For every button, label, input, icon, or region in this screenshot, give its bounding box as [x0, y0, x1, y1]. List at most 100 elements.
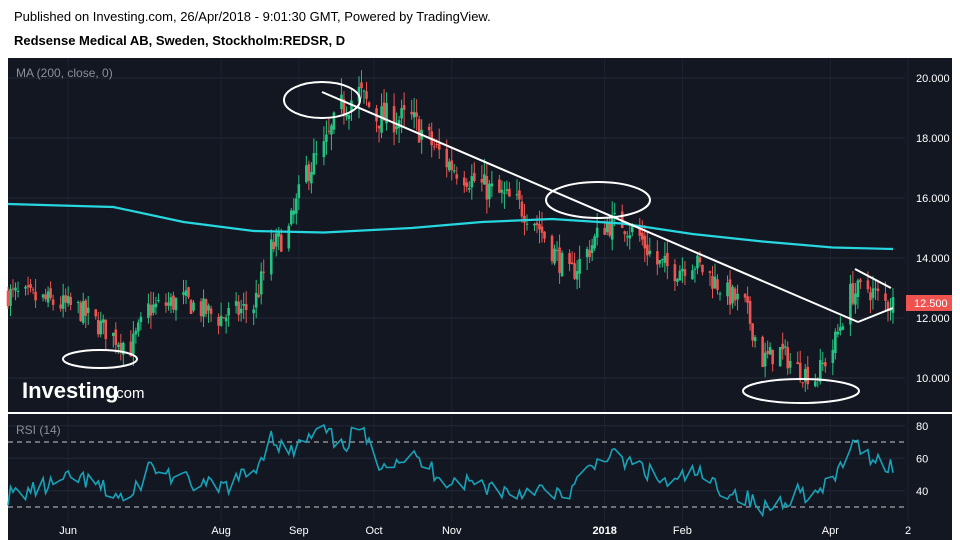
candle-body	[287, 225, 291, 249]
candle-body	[415, 112, 418, 117]
candle-body	[307, 164, 311, 181]
candle-body	[277, 231, 281, 237]
candle-body	[322, 141, 326, 158]
candle-body	[76, 301, 80, 303]
candle-body	[51, 299, 55, 305]
last-price-label: 12.500	[914, 298, 948, 310]
candle-body	[365, 91, 368, 99]
candle-body	[778, 347, 782, 367]
candle-body	[400, 108, 403, 119]
candle-body	[61, 295, 65, 309]
candle-body	[297, 184, 301, 199]
candle-body	[6, 290, 10, 307]
candle-body	[96, 320, 100, 335]
candle-body	[603, 227, 606, 235]
candle-body	[595, 227, 599, 238]
candle-body	[768, 347, 772, 355]
candle-body	[174, 298, 178, 311]
candle-body	[269, 239, 273, 275]
rsi-panel[interactable]	[8, 414, 952, 522]
candle-body	[305, 165, 308, 183]
candle-body	[525, 223, 529, 225]
candle-body	[751, 323, 754, 341]
candle-body	[666, 252, 669, 267]
time-axis	[8, 522, 952, 540]
candle-body	[505, 189, 509, 192]
candle-body	[656, 251, 659, 265]
time-tick-label: Aug	[211, 525, 231, 537]
candle-body	[59, 304, 62, 309]
candle-body	[605, 223, 609, 233]
candle-body	[746, 296, 749, 303]
candle-body	[254, 292, 258, 308]
candle-body	[871, 288, 875, 298]
candle-body	[520, 201, 524, 217]
candle-body	[154, 303, 158, 308]
symbol-title: Redsense Medical AB, Sweden, Stockholm:R…	[14, 33, 346, 48]
trendline-wedge-lower	[857, 307, 894, 323]
candle-body	[164, 302, 168, 306]
candle-body	[535, 222, 539, 226]
time-tick-label: Apr	[822, 525, 839, 537]
candle-body	[701, 264, 704, 273]
candle-body	[693, 268, 697, 270]
price-tick-label: 12.000	[916, 313, 950, 325]
logo-suffix: .com	[112, 385, 145, 402]
candle-body	[831, 349, 835, 364]
candle-body	[889, 309, 892, 312]
candle-body	[16, 290, 20, 292]
candle-body	[450, 160, 454, 171]
candle-body	[798, 362, 802, 381]
annotation-ellipse-low-jun	[62, 349, 138, 369]
candle-body	[9, 288, 12, 306]
candle-body	[187, 287, 190, 298]
candle-body	[465, 182, 469, 187]
candle-body	[648, 250, 652, 255]
candle-body	[385, 103, 388, 124]
candle-body	[227, 308, 230, 316]
candle-body	[207, 305, 210, 311]
candle-body	[485, 176, 489, 200]
candle-body	[490, 183, 494, 187]
candle-body	[483, 174, 486, 185]
candle-body	[292, 210, 296, 215]
candle-body	[630, 225, 634, 233]
candle-body	[402, 105, 406, 110]
candle-body	[736, 293, 739, 300]
candle-body	[646, 244, 649, 256]
candle-body	[274, 233, 278, 247]
price-tick-label: 18.000	[916, 133, 950, 145]
candle-body	[11, 288, 15, 290]
candle-body	[347, 115, 351, 119]
price-panel[interactable]	[8, 58, 952, 412]
candle-body	[590, 245, 594, 253]
candle-body	[540, 226, 544, 233]
candle-body	[437, 143, 441, 150]
candle-body	[172, 295, 175, 310]
candle-body	[462, 177, 466, 186]
candle-body	[533, 223, 536, 226]
candle-body	[325, 134, 328, 142]
time-tick-label: Jun	[59, 525, 77, 537]
ma-indicator-label: MA (200, close, 0)	[16, 66, 113, 80]
candle-body	[824, 362, 827, 367]
candle-body	[66, 295, 70, 304]
candle-body	[152, 304, 155, 313]
candle-body	[593, 236, 596, 249]
trendline-wedge-upper	[854, 268, 892, 289]
candle-body	[192, 302, 195, 311]
candle-body	[470, 176, 474, 188]
candle-body	[801, 382, 805, 384]
candle-body	[623, 231, 627, 235]
candle-body	[272, 241, 276, 250]
candle-body	[380, 106, 383, 133]
candle-body	[310, 172, 313, 184]
candle-body	[678, 270, 682, 281]
investing-logo: Investing .com	[22, 378, 145, 403]
candle-body	[64, 295, 67, 303]
candle-body	[134, 330, 138, 335]
candle-body	[157, 299, 160, 301]
chart-area[interactable]: Investing .com 20.000 18.000 16.000 14.000 1…	[0, 58, 960, 540]
candle-body	[726, 282, 729, 297]
candle-body	[718, 293, 722, 295]
